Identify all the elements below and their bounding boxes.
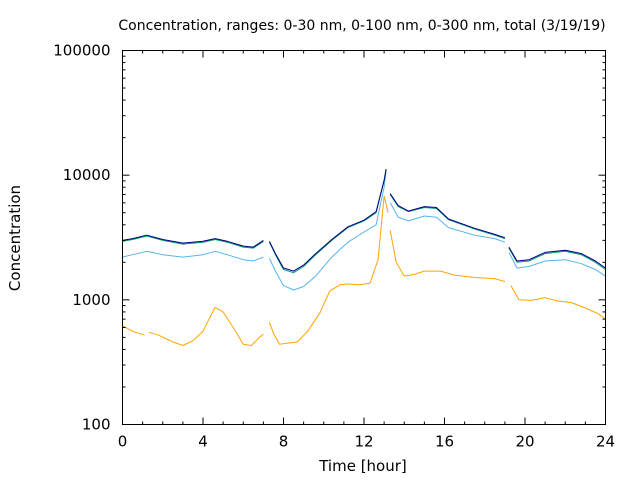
y-tick-label: 100000 bbox=[53, 42, 110, 60]
series-4-line-segment-3 bbox=[389, 193, 506, 239]
x-tick-label: 24 bbox=[596, 433, 615, 451]
series-3-line-segment-2 bbox=[268, 169, 387, 274]
y-tick-label: 100 bbox=[82, 416, 111, 434]
series-2-line-segment-3 bbox=[389, 202, 506, 243]
series-layer bbox=[122, 168, 606, 346]
x-tick-label: 0 bbox=[118, 433, 128, 451]
series-1-line-segment-2 bbox=[148, 306, 264, 346]
series-3-line-segment-3 bbox=[389, 194, 506, 240]
x-tick-label: 4 bbox=[198, 433, 208, 451]
series-2-line-segment-4 bbox=[508, 252, 606, 277]
series-4-line-segment-1 bbox=[122, 234, 264, 248]
x-axis-label: Time [hour] bbox=[318, 457, 407, 475]
series-2-line-segment-2 bbox=[268, 169, 387, 291]
series-1-line-segment-5 bbox=[510, 285, 606, 320]
series-3-line-segment-1 bbox=[122, 235, 264, 249]
x-tick-label: 16 bbox=[435, 433, 454, 451]
series-1-line-segment-4 bbox=[389, 230, 506, 283]
y-axis-label: Concentration bbox=[6, 185, 24, 291]
chart-title: Concentration, ranges: 0-30 nm, 0-100 nm… bbox=[118, 18, 605, 34]
series-2-line-segment-1 bbox=[122, 250, 264, 262]
series-4-line-segment-4 bbox=[508, 246, 606, 269]
series-1-line-segment-1 bbox=[122, 325, 145, 336]
plot-frame bbox=[122, 50, 606, 425]
series-3-line-segment-4 bbox=[508, 247, 606, 270]
x-tick-label: 20 bbox=[515, 433, 534, 451]
y-tick-label: 10000 bbox=[63, 166, 111, 184]
x-tick-label: 12 bbox=[354, 433, 373, 451]
tick-layer: 0 4 8 12 16 20 24 100 1000 10000 100000 bbox=[53, 42, 615, 451]
series-4-line-segment-2 bbox=[268, 168, 387, 272]
series-1-line-segment-3 bbox=[268, 195, 389, 345]
y-tick-label: 1000 bbox=[72, 291, 110, 309]
x-tick-label: 8 bbox=[279, 433, 289, 451]
